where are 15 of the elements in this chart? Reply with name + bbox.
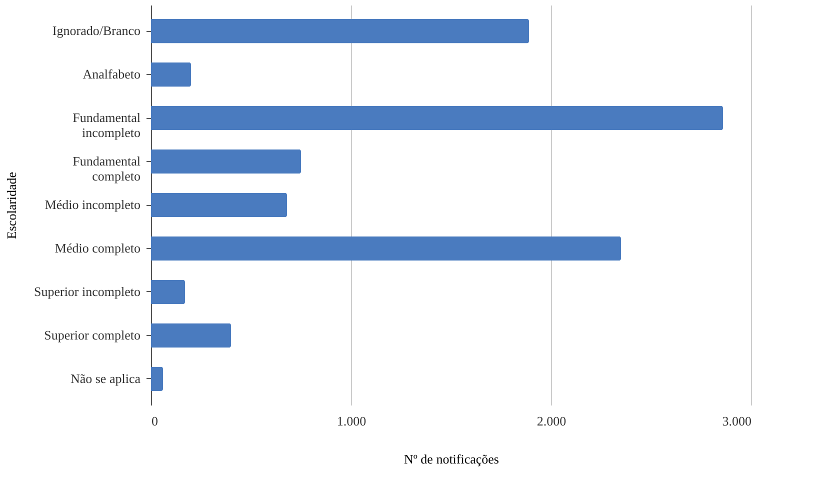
x-tick-label: 3.000 bbox=[722, 414, 752, 428]
x-axis-title: Nº de notificações bbox=[404, 452, 499, 466]
y-tick-label: Não se aplica bbox=[70, 370, 141, 386]
y-tick-label: Analfabeto bbox=[82, 66, 140, 82]
y-tick-label: Médio completo bbox=[54, 240, 140, 256]
y-tick-label: Fundamental completo bbox=[72, 154, 141, 184]
y-tick-label: Fundamental incompleto bbox=[72, 110, 141, 140]
y-tick-label: Superior completo bbox=[44, 327, 140, 342]
x-tick-label: 1.000 bbox=[336, 414, 366, 428]
y-axis-title: Escolaridade bbox=[4, 172, 19, 240]
x-tick-label: 2.000 bbox=[536, 414, 566, 428]
y-tick-label: Superior incompleto bbox=[34, 284, 140, 299]
y-tick-label: Médio incompleto bbox=[44, 197, 140, 212]
y-tick-label: Ignorado/Branco bbox=[52, 23, 140, 38]
x-tick-label: 0 bbox=[152, 414, 158, 428]
